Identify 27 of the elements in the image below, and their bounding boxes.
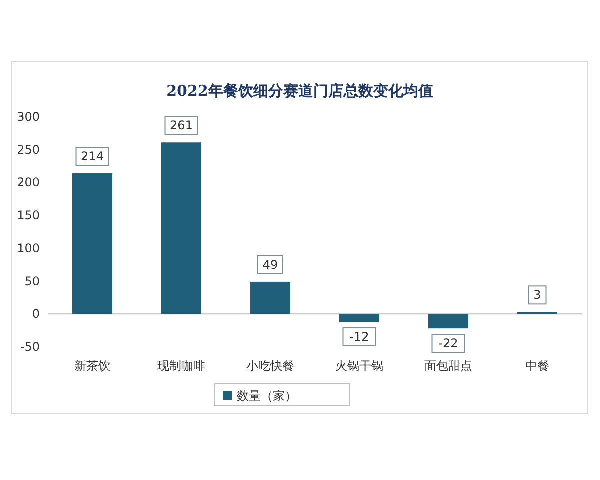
legend-label: 数量（家） — [237, 389, 297, 403]
y-tick-label: 300 — [17, 110, 40, 124]
x-tick-label: 火锅干锅 — [336, 359, 384, 373]
data-label: -22 — [438, 336, 458, 351]
x-tick-label: 小吃快餐 — [246, 359, 294, 373]
bar — [161, 142, 202, 314]
data-label: 3 — [534, 288, 542, 302]
y-tick-label: 0 — [32, 307, 40, 322]
bar — [250, 282, 291, 314]
y-tick-label: 200 — [17, 176, 40, 190]
data-label: -12 — [350, 330, 370, 344]
data-label: 261 — [170, 118, 193, 133]
data-label: 214 — [81, 150, 104, 164]
y-tick-label: 150 — [17, 208, 40, 223]
y-tick-label: 100 — [17, 241, 40, 256]
x-tick-label: 中餐 — [526, 359, 550, 373]
bar — [339, 314, 380, 322]
bar — [428, 314, 469, 329]
y-tick-label: 250 — [17, 142, 40, 157]
x-tick-label: 面包甜点 — [424, 359, 472, 373]
y-tick-label: -50 — [20, 340, 40, 354]
x-tick-label: 现制咖啡 — [158, 359, 206, 373]
data-label: 49 — [262, 258, 278, 272]
chart-title: 2022年餐饮细分赛道门店总数变化均值 — [166, 82, 434, 100]
y-tick-label: 50 — [24, 274, 40, 288]
x-tick-label: 新茶饮 — [74, 359, 110, 373]
bar — [72, 174, 113, 314]
